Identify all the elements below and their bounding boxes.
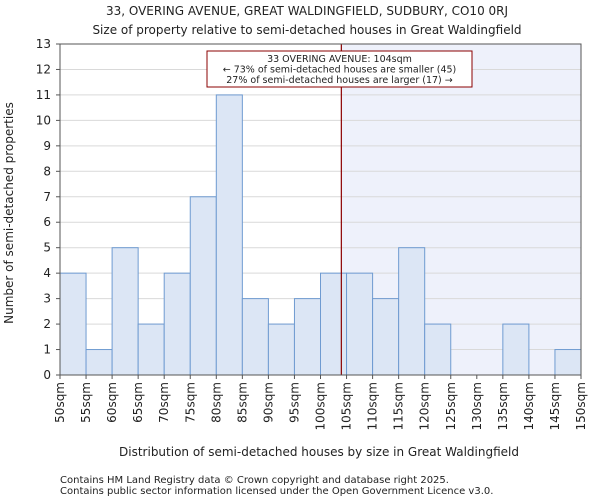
y-tick-label: 12 xyxy=(36,62,51,76)
histogram-bar xyxy=(163,272,191,376)
histogram-bar xyxy=(424,323,452,376)
x-tick-label: 125sqm xyxy=(444,382,458,430)
histogram-bar xyxy=(137,323,165,376)
x-tick-label: 50sqm xyxy=(53,382,67,423)
y-tick-label: 5 xyxy=(43,241,51,255)
x-tick-label: 70sqm xyxy=(157,382,171,423)
y-tick-label: 1 xyxy=(43,343,51,357)
y-tick-label: 10 xyxy=(36,113,51,127)
annotation-line: 27% of semi-detached houses are larger (… xyxy=(226,75,453,86)
y-tick-label: 9 xyxy=(43,139,51,153)
histogram-bar xyxy=(346,272,374,376)
chart-title: 33, OVERING AVENUE, GREAT WALDINGFIELD, … xyxy=(106,4,508,18)
y-tick-label: 7 xyxy=(43,190,51,204)
x-tick-label: 150sqm xyxy=(574,382,588,430)
histogram-bar xyxy=(502,323,530,376)
annotation-line: ← 73% of semi-detached houses are smalle… xyxy=(223,65,457,76)
x-tick-label: 100sqm xyxy=(314,382,328,430)
x-tick-label: 130sqm xyxy=(470,382,484,430)
chart-subtitle: Size of property relative to semi-detach… xyxy=(92,23,521,37)
x-tick-label: 75sqm xyxy=(183,382,197,423)
y-tick-label: 4 xyxy=(43,266,51,280)
x-tick-label: 140sqm xyxy=(522,382,536,430)
histogram-bar xyxy=(215,94,243,376)
annotation-box xyxy=(206,50,473,88)
histogram-bar xyxy=(241,298,269,376)
y-tick-label: 13 xyxy=(36,37,51,51)
x-tick-label: 120sqm xyxy=(418,382,432,430)
y-tick-label: 11 xyxy=(36,88,51,102)
histogram-bar xyxy=(398,247,426,376)
x-tick-label: 105sqm xyxy=(340,382,354,430)
histogram-bar xyxy=(372,298,400,376)
histogram-bar xyxy=(293,298,322,376)
x-axis-label: Distribution of semi-detached houses by … xyxy=(119,445,519,459)
x-tick-label: 85sqm xyxy=(235,382,249,423)
y-tick-label: 6 xyxy=(43,215,51,229)
x-tick-label: 90sqm xyxy=(261,382,275,423)
footer-line-1: Contains HM Land Registry data © Crown c… xyxy=(60,475,449,486)
y-tick-label: 0 xyxy=(43,368,51,382)
x-tick-label: 135sqm xyxy=(496,382,510,430)
y-tick-label: 2 xyxy=(43,317,51,331)
x-tick-label: 55sqm xyxy=(79,382,93,423)
x-tick-label: 95sqm xyxy=(287,382,301,423)
y-axis-label: Number of semi-detached properties xyxy=(2,102,16,324)
y-tick-label: 3 xyxy=(43,292,51,306)
histogram-bar xyxy=(267,323,295,376)
x-tick-label: 60sqm xyxy=(105,382,119,423)
histogram-bar xyxy=(189,196,217,376)
x-tick-label: 145sqm xyxy=(548,382,562,430)
histogram-bar xyxy=(111,247,139,376)
histogram-bar xyxy=(85,349,113,376)
y-tick-label: 8 xyxy=(43,164,51,178)
annotation-line: 33 OVERING AVENUE: 104sqm xyxy=(267,54,412,65)
footer-line-2: Contains public sector information licen… xyxy=(60,486,493,497)
histogram-bar xyxy=(554,349,582,376)
histogram-bar xyxy=(320,272,348,376)
histogram-bar xyxy=(59,272,87,376)
x-tick-label: 80sqm xyxy=(209,382,223,423)
x-tick-label: 110sqm xyxy=(366,382,380,430)
x-tick-label: 65sqm xyxy=(131,382,145,423)
x-tick-label: 115sqm xyxy=(392,382,406,430)
